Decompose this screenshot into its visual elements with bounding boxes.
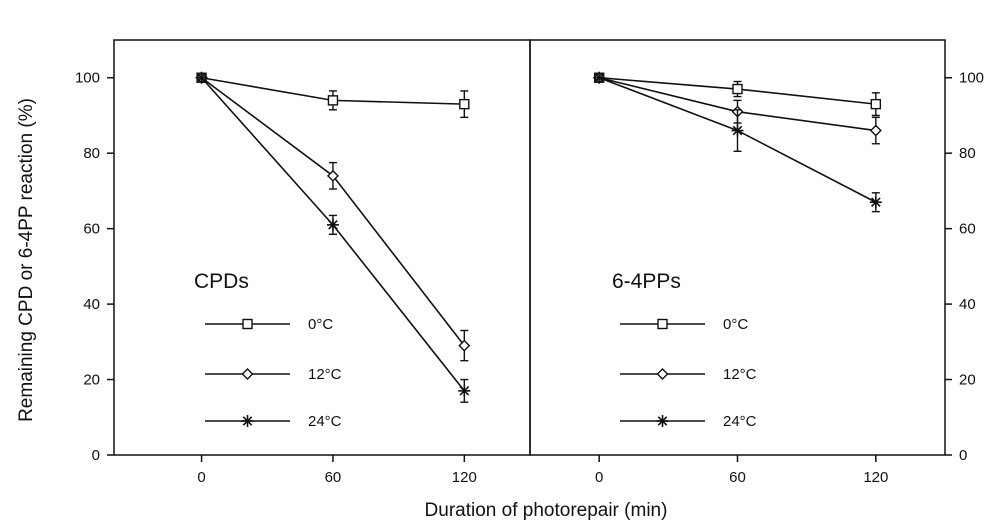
y-tick-label: 80	[83, 145, 100, 162]
x-tick-label: 0	[197, 469, 205, 486]
data-point	[869, 124, 882, 137]
data-point	[326, 169, 339, 182]
y-tick-label: 0	[959, 447, 967, 464]
data-point	[732, 83, 743, 95]
y-tick-label: 80	[959, 145, 976, 162]
y-tick-label: 100	[75, 70, 100, 87]
legend-label: 12°C	[723, 366, 757, 383]
data-point	[326, 218, 339, 231]
panel-title: 6-4PPs	[612, 270, 681, 293]
legend-label: 0°C	[723, 316, 748, 333]
data-point	[195, 71, 208, 84]
y-tick-label: 20	[959, 372, 976, 389]
legend-label: 12°C	[308, 366, 342, 383]
series-24CC	[195, 71, 471, 403]
legend-marker	[656, 368, 669, 380]
y-tick-label: 0	[92, 447, 100, 464]
panel-title: CPDs	[194, 270, 249, 293]
legend-label: 24°C	[308, 413, 342, 430]
data-point	[731, 124, 744, 137]
x-tick-label: 60	[729, 469, 746, 486]
y-tick-label: 40	[959, 296, 976, 313]
x-axis-title: Duration of photorepair (min)	[425, 500, 668, 521]
data-point	[870, 98, 882, 110]
y-axis-title: Remaining CPD or 6-4PP reaction (%)	[16, 98, 37, 422]
y-tick-label: 60	[83, 221, 100, 238]
y-tick-label: 40	[83, 296, 100, 313]
panel-cpds: 0 60 120 0 20 40 60 80 100 CPDs 0°C 12°C 24°C	[75, 39, 531, 486]
data-point	[459, 98, 470, 110]
panel-6-4pps: 0 60 120 0 20 40 60 80 100 6-4PPs 0°C 12°C 24°C	[529, 39, 984, 486]
legend-marker	[657, 318, 668, 330]
legend-label: 0°C	[308, 316, 333, 333]
legend-marker	[242, 318, 253, 330]
legend: 0°C 12°C 24°C	[620, 316, 757, 430]
legend-marker	[241, 415, 254, 427]
x-tick-label: 0	[595, 469, 603, 486]
x-tick-label: 120	[452, 469, 477, 486]
data-point	[869, 196, 882, 209]
series-0CC	[196, 72, 470, 119]
x-tick-label: 60	[325, 469, 342, 486]
legend-marker	[656, 415, 669, 427]
series-line	[201, 77, 465, 347]
legend-marker	[241, 368, 254, 380]
data-point	[593, 71, 606, 84]
data-point	[458, 384, 471, 397]
y-tick-label: 100	[959, 70, 984, 87]
y-tick-label: 60	[959, 221, 976, 238]
x-tick-label: 120	[863, 469, 888, 486]
y-tick-label: 20	[83, 372, 100, 389]
legend-label: 24°C	[723, 413, 757, 430]
legend: 0°C 12°C 24°C	[205, 316, 342, 430]
series-24CC	[593, 71, 882, 213]
data-point	[458, 339, 471, 352]
data-point	[327, 95, 339, 106]
